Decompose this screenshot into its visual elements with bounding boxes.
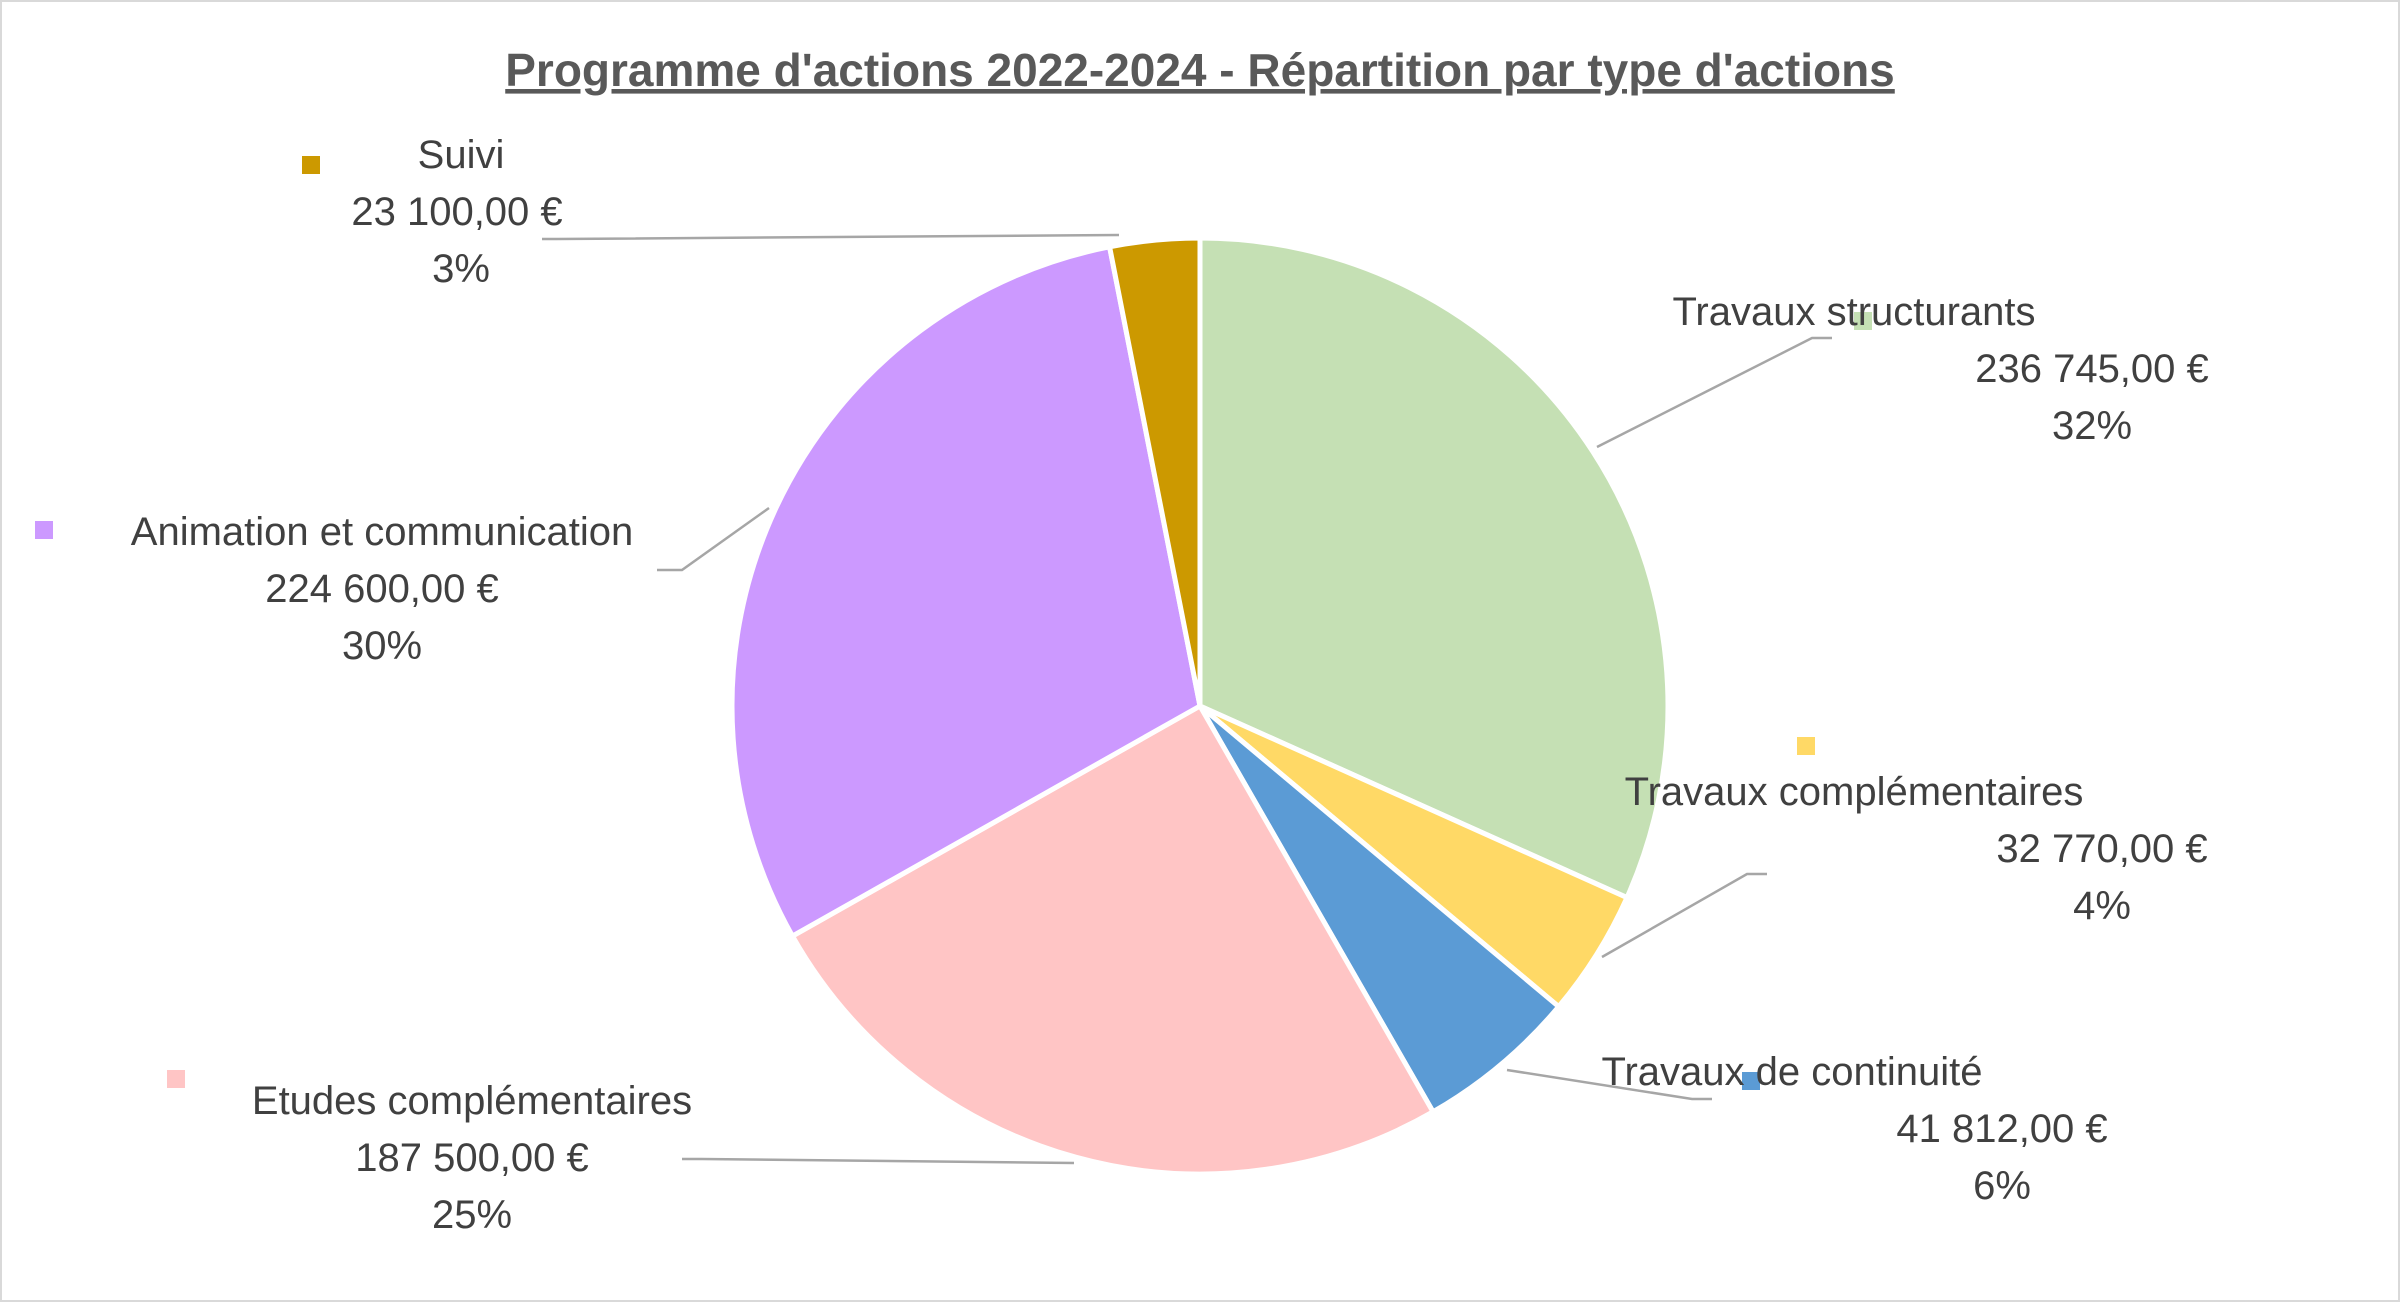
legend-key-square — [35, 521, 53, 539]
slice-label-name: Suivi — [418, 133, 505, 177]
slice-label-name: Travaux structurants — [1672, 290, 2035, 334]
pie-slice-suivi — [1106, 235, 1203, 707]
legend-key-square — [167, 1070, 185, 1088]
slice-label-name: Etudes complémentaires — [252, 1079, 692, 1123]
leader-line — [1596, 336, 1832, 449]
slice-label-value: 41 812,00 € — [1896, 1107, 2107, 1151]
legend-key-square — [1797, 737, 1815, 755]
slice-label-value: 236 745,00 € — [1975, 347, 2209, 391]
leader-line — [682, 1157, 1075, 1165]
legend-key-square — [302, 156, 320, 174]
slice-label-percent: 4% — [2073, 884, 2131, 928]
slice-label-value: 23 100,00 € — [351, 190, 562, 234]
pie-slice-etudes-compl-mentaires — [789, 702, 1437, 1177]
slice-label-percent: 32% — [2052, 404, 2132, 448]
slice-label-percent: 30% — [342, 624, 422, 668]
slice-label-percent: 25% — [432, 1193, 512, 1237]
slice-label-value: 32 770,00 € — [1996, 827, 2207, 871]
pie-slice-travaux-structurants — [1197, 235, 1671, 901]
leader-line — [542, 233, 1120, 241]
leader-line — [1601, 872, 1767, 959]
slice-label-name: Animation et communication — [131, 510, 633, 554]
leader-line — [1506, 1068, 1712, 1101]
pie-slice-travaux-de-continuit- — [1197, 704, 1563, 1116]
slice-label-percent: 3% — [432, 247, 490, 291]
slices-layer — [729, 235, 1671, 1177]
slice-label-value: 224 600,00 € — [265, 567, 499, 611]
chart-title: Programme d'actions 2022-2024 - Répartit… — [505, 44, 1895, 96]
slice-label-percent: 6% — [1973, 1164, 2031, 1208]
slice-label-name: Travaux complémentaires — [1625, 770, 2084, 814]
leader-lines — [542, 233, 1832, 1165]
data-labels: Travaux structurants 236 745,00 € 32% Trava… — [35, 133, 2209, 1237]
slice-label-name: Travaux de continuité — [1602, 1050, 1983, 1094]
legend-key-square — [1742, 1072, 1760, 1090]
slice-label-value: 187 500,00 € — [355, 1136, 589, 1180]
pie-slice-animation-et-communication — [729, 243, 1203, 940]
legend-key-square — [1854, 312, 1872, 330]
leader-line — [657, 506, 770, 572]
